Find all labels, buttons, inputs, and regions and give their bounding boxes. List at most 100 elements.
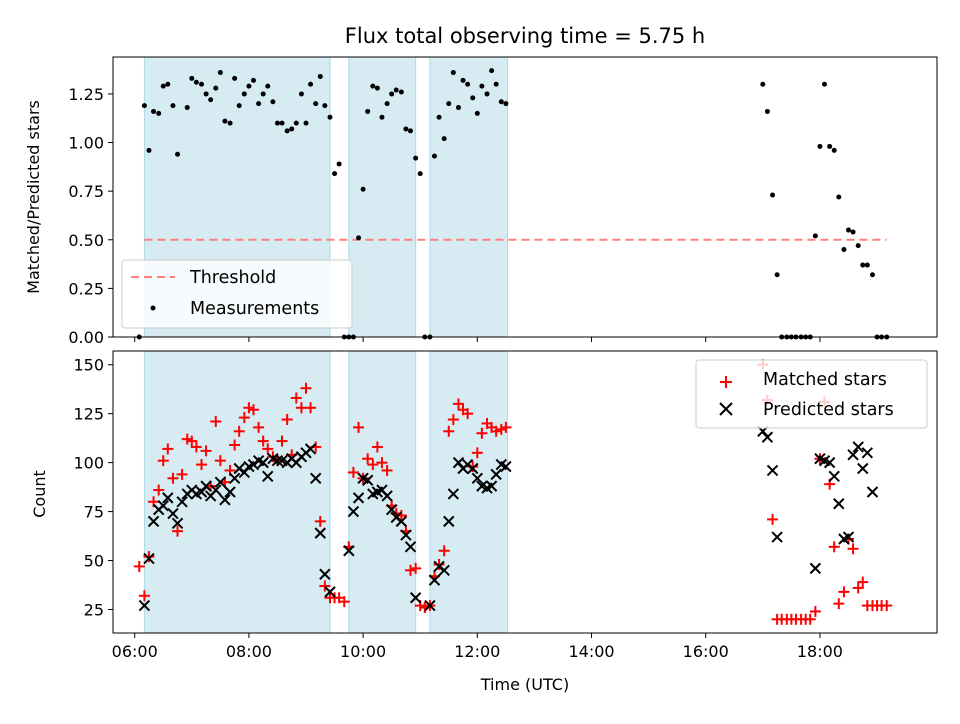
measurement-point — [227, 120, 233, 126]
matched-star-point — [443, 425, 455, 437]
matched-star-point — [319, 580, 331, 592]
matched-star-point — [838, 586, 850, 598]
measurement-point — [222, 118, 228, 124]
matched-star-point — [476, 427, 488, 439]
matched-star-point — [276, 435, 288, 447]
measurement-point — [770, 192, 776, 198]
predicted-star-point — [852, 441, 864, 453]
measurement-point — [232, 75, 238, 81]
predicted-star-point — [809, 562, 822, 575]
matched-star-point — [200, 445, 212, 457]
ratio-panel: 0.00 0.25 0.50 0.75 1.00 1.25 Flux total obse… — [24, 24, 938, 347]
measurement-point — [146, 147, 152, 153]
measurement-point — [413, 155, 419, 161]
measurement-point — [156, 110, 162, 116]
measurement-point — [265, 83, 271, 89]
count-y-ticks: 25 50 75 100 125 150 — [73, 356, 113, 620]
predicted-star-point — [500, 460, 512, 473]
measurement-point — [332, 171, 338, 177]
measurement-point — [260, 91, 266, 97]
predicted-star-point — [823, 456, 836, 469]
predicted-star-point — [147, 515, 160, 528]
matched-legend-label: Matched stars — [763, 370, 887, 390]
predicted-star-point — [400, 529, 412, 541]
ratio-y-ticks: 0.00 0.25 0.50 0.75 1.00 1.25 — [68, 85, 113, 347]
measurement-point — [289, 126, 295, 132]
matched-star-point — [176, 468, 188, 480]
matched-star-point — [138, 590, 150, 602]
measurement-point — [303, 120, 309, 126]
measurement-point — [246, 83, 252, 89]
matched-star-point — [809, 605, 821, 617]
measurement-point — [360, 186, 366, 192]
measurement-point — [165, 81, 171, 87]
matched-star-point — [133, 560, 145, 572]
measurement-point — [864, 262, 870, 268]
y-tick-label: 125 — [73, 405, 104, 424]
x-tick-label: 14:00 — [568, 642, 614, 661]
matched-star-point — [857, 576, 869, 588]
matched-star-point — [253, 421, 265, 433]
matched-star-point — [247, 404, 259, 416]
predicted-star-point — [210, 484, 222, 496]
predicted-star-point — [271, 454, 284, 467]
measurement-point — [403, 126, 409, 132]
matched-star-point — [314, 515, 326, 527]
measurement-point — [203, 91, 209, 97]
predicted-star-point — [861, 447, 874, 459]
predicted-star-point — [490, 468, 502, 481]
matched-star-point — [143, 551, 155, 563]
count-x-ticks: 06:00 08:00 10:00 12:00 14:00 16:00 18:00 — [112, 633, 843, 661]
predicted-star-point — [228, 472, 241, 484]
predicted-star-point — [214, 476, 227, 488]
ratio-plot-frame — [112, 56, 938, 338]
x-tick-label: 08:00 — [226, 642, 272, 661]
predicted-star-point — [219, 494, 231, 506]
measurement-point — [764, 108, 770, 114]
measurement-point — [336, 161, 342, 167]
x-axis-label: Time (UTC) — [480, 675, 569, 694]
ratio-legend: Threshold Measurements — [121, 259, 353, 329]
measurement-point — [817, 143, 823, 149]
measurement-point — [503, 101, 509, 107]
ratio-data — [136, 68, 890, 340]
predicted-star-point — [842, 531, 855, 543]
measurement-point — [175, 151, 181, 157]
matched-star-point — [347, 466, 359, 478]
measurement-point — [298, 91, 304, 97]
matched-star-point — [196, 459, 208, 471]
predicted-legend-label: Predicted stars — [763, 400, 894, 420]
measurement-point — [450, 70, 456, 76]
predicted-star-point — [828, 470, 840, 483]
predicted-star-point — [324, 586, 336, 598]
chart-title: Flux total observing time = 5.75 h — [345, 24, 705, 48]
matched-star-point — [257, 435, 269, 447]
measurement-point — [293, 120, 299, 126]
predicted-star-point — [157, 500, 169, 512]
predicted-star-point — [385, 503, 398, 516]
measurement-point — [322, 103, 328, 109]
predicted-star-point — [200, 480, 212, 492]
predicted-star-point — [314, 527, 326, 539]
measurement-point — [184, 105, 190, 111]
measurement-point — [213, 85, 219, 91]
matched-star-point — [376, 457, 388, 469]
measurement-point — [284, 128, 290, 134]
measurement-point — [822, 81, 828, 87]
predicted-star-point — [310, 472, 322, 484]
matched-star-point — [214, 455, 226, 467]
measurement-point — [441, 136, 447, 142]
measurement-point — [279, 120, 285, 126]
y-tick-label: 150 — [73, 356, 104, 375]
measurement-point — [160, 83, 166, 89]
matched-star-point — [381, 464, 393, 476]
measurement-point — [398, 89, 404, 95]
matched-star-point — [433, 558, 445, 570]
measurement-point — [317, 73, 323, 79]
measurement-point — [256, 101, 262, 107]
measurement-point — [151, 108, 157, 114]
threshold-legend-label: Threshold — [189, 268, 276, 288]
count-panel: 25 50 75 100 125 150 06:00 08:00 10:00 12:00 14:0… — [30, 350, 938, 694]
predicted-star-point — [424, 599, 436, 612]
measurement-point — [474, 110, 480, 116]
